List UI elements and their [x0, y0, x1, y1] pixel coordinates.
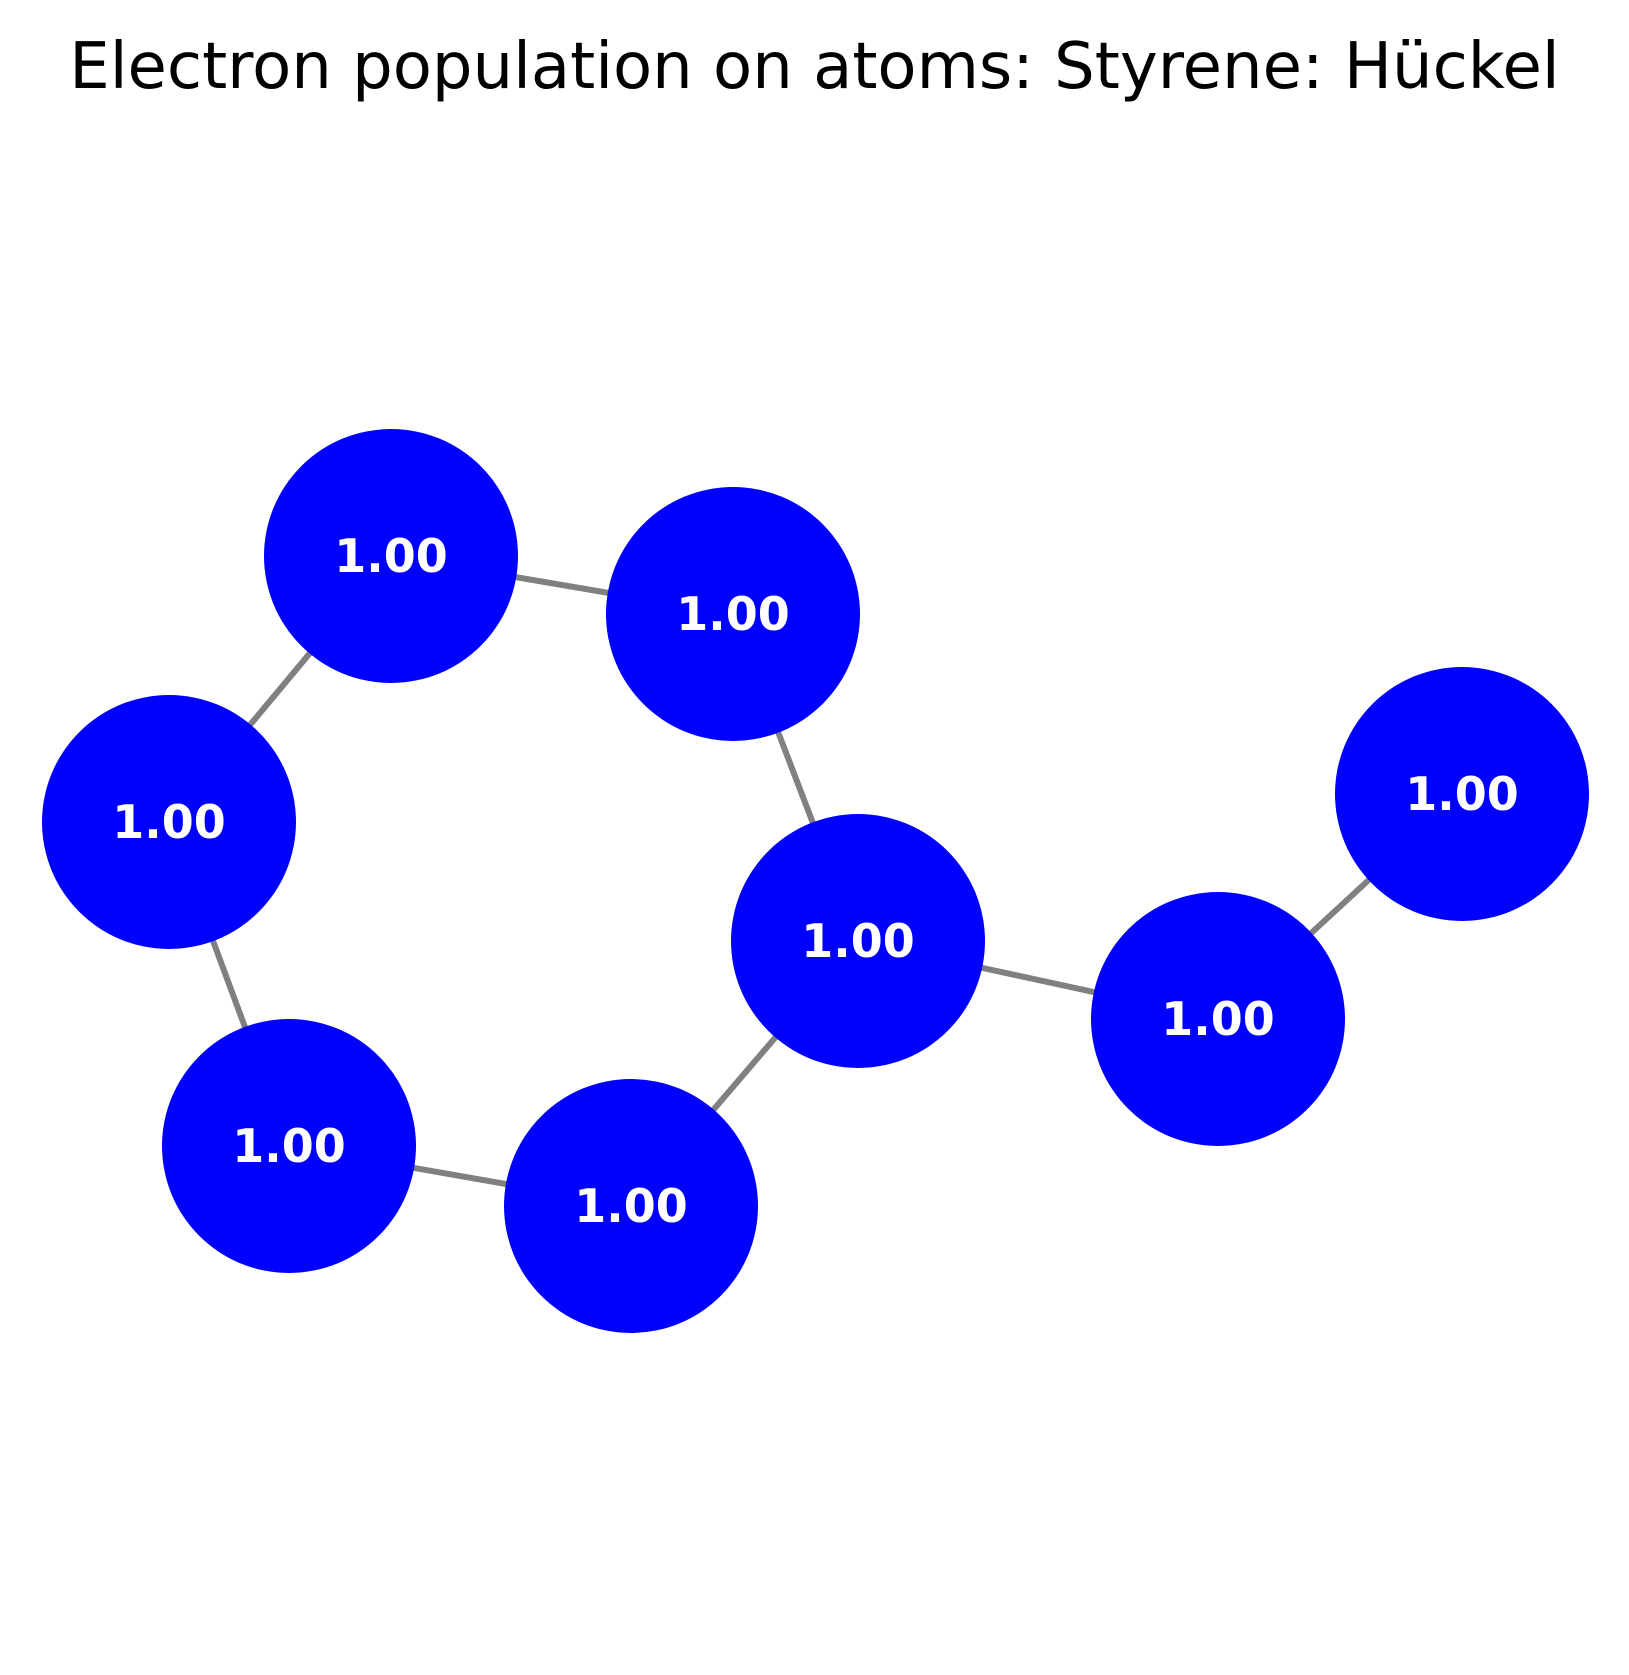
- atom-population-label: 1.00: [574, 1179, 688, 1233]
- atom-population-label: 1.00: [801, 914, 915, 968]
- atom-circle: [264, 429, 518, 683]
- diagram-title: Electron population on atoms: Styrene: H…: [69, 30, 1560, 104]
- atom-circle: [42, 695, 296, 949]
- atom-circle: [1335, 667, 1589, 921]
- atom-node: 1.00: [1335, 667, 1589, 921]
- atom-node: 1.00: [606, 487, 860, 741]
- atom-circle: [1091, 892, 1345, 1146]
- atom-circle: [162, 1019, 416, 1273]
- atom-population-label: 1.00: [232, 1119, 346, 1173]
- atom-circle: [606, 487, 860, 741]
- atom-node: 1.00: [731, 814, 985, 1068]
- atom-population-label: 1.00: [1405, 767, 1519, 821]
- atom-node: 1.00: [504, 1079, 758, 1333]
- atom-circle: [731, 814, 985, 1068]
- atom-node: 1.00: [1091, 892, 1345, 1146]
- atom-node: 1.00: [162, 1019, 416, 1273]
- atom-circle: [504, 1079, 758, 1333]
- atom-population-label: 1.00: [112, 795, 226, 849]
- atom-population-label: 1.00: [334, 529, 448, 583]
- atom-node: 1.00: [264, 429, 518, 683]
- atoms-layer: 1.00 1.00 1.00 1.00 1.00 1.00 1.00 1.00: [42, 429, 1589, 1333]
- atom-population-label: 1.00: [1161, 992, 1275, 1046]
- atom-population-label: 1.00: [676, 587, 790, 641]
- atom-node: 1.00: [42, 695, 296, 949]
